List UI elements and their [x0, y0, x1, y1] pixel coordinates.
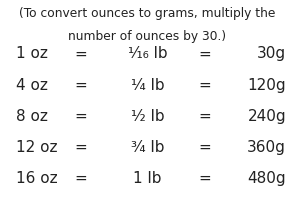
Text: =: =: [199, 109, 212, 124]
Text: 30g: 30g: [257, 46, 286, 61]
Text: ¹⁄₁₆ lb: ¹⁄₁₆ lb: [128, 46, 167, 61]
Text: ¹⁄₂ lb: ¹⁄₂ lb: [131, 109, 164, 124]
Text: =: =: [75, 46, 88, 61]
Text: 8 oz: 8 oz: [16, 109, 48, 124]
Text: =: =: [75, 171, 88, 186]
Text: =: =: [199, 171, 212, 186]
Text: 120g: 120g: [248, 77, 286, 93]
Text: 1 oz: 1 oz: [16, 46, 48, 61]
Text: 240g: 240g: [248, 109, 286, 124]
Text: =: =: [199, 77, 212, 93]
Text: 1 lb: 1 lb: [133, 171, 162, 186]
Text: 360g: 360g: [247, 140, 286, 155]
Text: =: =: [75, 140, 88, 155]
Text: =: =: [75, 77, 88, 93]
Text: =: =: [199, 46, 212, 61]
Text: 16 oz: 16 oz: [16, 171, 58, 186]
Text: number of ounces by 30.): number of ounces by 30.): [68, 30, 227, 43]
Text: =: =: [199, 140, 212, 155]
Text: =: =: [75, 109, 88, 124]
Text: ³⁄₄ lb: ³⁄₄ lb: [131, 140, 164, 155]
Text: (To convert ounces to grams, multiply the: (To convert ounces to grams, multiply th…: [19, 7, 276, 20]
Text: 480g: 480g: [248, 171, 286, 186]
Text: 4 oz: 4 oz: [16, 77, 48, 93]
Text: ¹⁄₄ lb: ¹⁄₄ lb: [131, 77, 164, 93]
Text: 12 oz: 12 oz: [16, 140, 58, 155]
